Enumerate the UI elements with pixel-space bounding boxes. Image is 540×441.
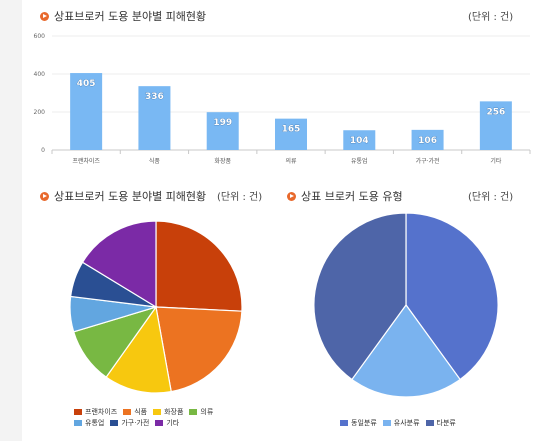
pie-slice — [105, 305, 172, 394]
legend-label: 의류 — [200, 407, 214, 416]
legend-swatch — [123, 408, 132, 415]
pie-chart-by-field — [69, 220, 243, 394]
pie-type-header: 상표 브로커 도용 유형 — [287, 188, 403, 204]
legend-swatch — [74, 408, 82, 415]
pie-type-unit: (단위 : 건) — [468, 192, 514, 203]
legend-swatch — [425, 419, 434, 426]
y-tick-label: 600 — [34, 33, 46, 40]
pie-slice — [155, 306, 243, 393]
x-tick-label: 유통업 — [351, 157, 368, 165]
legend-label: 프랜차이즈 — [85, 407, 118, 416]
bar-chart-unit: (단위 : 건) — [468, 12, 514, 23]
legend-item: 화장품 — [153, 407, 183, 417]
arrow-bullet-icon — [287, 191, 296, 201]
bar — [343, 130, 376, 150]
legend-label: 타분류 — [436, 418, 456, 427]
arrow-bullet-icon — [40, 11, 49, 21]
pie-field-title: 상표브로커 도용 분야별 피해현황 — [54, 190, 207, 203]
bar — [275, 118, 307, 150]
bar-chart-title: 상표브로커 도용 분야별 피해현황 — [54, 10, 207, 23]
bar-value-label: 104 — [350, 136, 369, 146]
legend-row: 유통업 가구·가전 기타 — [74, 417, 219, 428]
legend-item: 타분류 — [425, 418, 456, 428]
legend-swatch — [155, 419, 164, 426]
bar-value-label: 106 — [418, 136, 437, 146]
legend-item: 가구·가전 — [110, 418, 149, 428]
pie-slice — [81, 220, 157, 309]
legend-swatch — [382, 419, 391, 426]
pie-slice — [313, 212, 407, 381]
legend-item: 프랜차이즈 — [74, 407, 117, 417]
legend-item: 의류 — [189, 407, 213, 417]
pie-field-header: 상표브로커 도용 분야별 피해현황 — [40, 188, 206, 204]
legend-label: 식품 — [134, 407, 148, 416]
legend-swatch — [110, 419, 119, 426]
legend-swatch — [340, 419, 348, 426]
y-tick-label: 0 — [41, 147, 45, 154]
legend-swatch — [153, 408, 162, 415]
pie-chart-by-type — [313, 212, 499, 398]
y-tick-label: 400 — [34, 71, 46, 78]
y-tick-label: 200 — [34, 109, 46, 116]
legend-label: 기타 — [166, 418, 180, 427]
bar-value-label: 165 — [282, 125, 301, 135]
report-page: 상표브로커 도용 분야별 피해현황 (단위 : 건) 0 200 400 600 405… — [22, 0, 540, 441]
legend-row: 동일분류 유사분류 타분류 — [340, 417, 462, 428]
pie-field-unit: (단위 : 건) — [217, 192, 263, 203]
bar — [206, 112, 239, 150]
x-tick-label: 식품 — [149, 157, 161, 165]
pie-type-title: 상표 브로커 도용 유형 — [301, 190, 403, 203]
legend-swatch — [189, 408, 198, 415]
x-tick-label: 화장품 — [214, 157, 231, 165]
pie-slice — [405, 212, 499, 381]
bar — [70, 73, 103, 150]
legend-item: 식품 — [123, 407, 147, 417]
legend-item: 동일분류 — [340, 418, 377, 428]
legend-item: 유사분류 — [382, 418, 420, 428]
bar-value-label: 199 — [213, 118, 232, 128]
pie-slice — [351, 303, 461, 398]
legend-item: 기타 — [155, 418, 179, 428]
bar-value-label: 405 — [77, 79, 96, 89]
legend-row: 프랜차이즈 식품 화장품 의류 — [74, 406, 219, 417]
legend-item: 유통업 — [74, 418, 104, 428]
bar-value-label: 336 — [145, 92, 164, 102]
bar-chart: 0 200 400 600 405 프랜차이즈 336 식품 199 화장품 165 의류 104 유통업… — [34, 33, 531, 165]
bar — [479, 101, 512, 150]
x-tick-label: 가구·가전 — [416, 157, 440, 165]
pie-type-legend: 동일분류 유사분류 타분류 — [340, 417, 462, 428]
bar — [138, 86, 171, 150]
legend-label: 유사분류 — [393, 418, 420, 427]
bar — [411, 129, 444, 150]
legend-label: 유통업 — [85, 418, 105, 427]
legend-label: 가구·가전 — [121, 418, 150, 427]
legend-label: 동일분류 — [351, 418, 377, 427]
legend-label: 화장품 — [164, 407, 184, 416]
arrow-bullet-icon — [40, 191, 49, 201]
pie-slice — [155, 220, 243, 312]
bar-chart-header: 상표브로커 도용 분야별 피해현황 — [40, 8, 206, 24]
legend-swatch — [74, 419, 82, 426]
x-tick-label: 기타 — [490, 157, 502, 165]
bar-value-label: 256 — [486, 107, 505, 117]
x-tick-label: 의류 — [285, 157, 297, 165]
x-tick-label: 프랜차이즈 — [72, 157, 100, 165]
